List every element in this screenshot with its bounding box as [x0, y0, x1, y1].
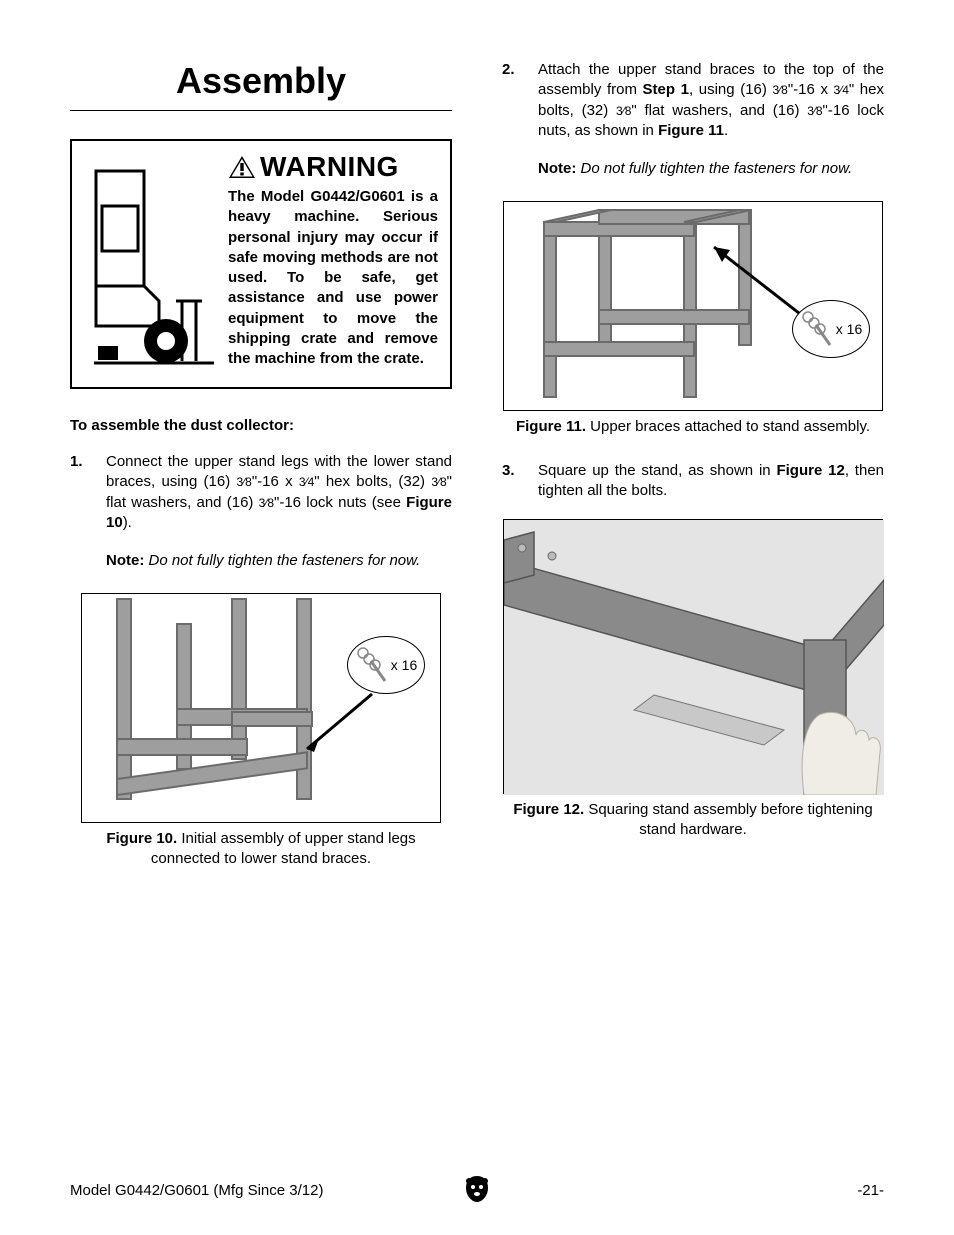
figure-12: Figure 12. Squaring stand assembly befor… [502, 519, 884, 839]
step-3: 3. Square up the stand, as shown in Figu… [502, 461, 884, 502]
figure-12-caption: Figure 12. Squaring stand assembly befor… [502, 800, 884, 839]
step-body: Attach the upper stand braces to the top… [538, 60, 884, 141]
warning-body: The Model G0442/G0601 is a heavy machine… [228, 187, 438, 369]
footer-model: Model G0442/G0601 (Mfg Since 3/12) [70, 1182, 323, 1199]
bolt-callout-10: x 16 [347, 636, 425, 694]
step-2: 2. Attach the upper stand braces to the … [502, 60, 884, 141]
page-footer: Model G0442/G0601 (Mfg Since 3/12) -21- [70, 1182, 884, 1199]
figure-12-image [503, 519, 883, 794]
figure-11-image: x 16 [503, 201, 883, 411]
figure-11-caption: Figure 11. Upper braces attached to stan… [502, 417, 884, 437]
bolt-callout-11: x 16 [792, 300, 870, 358]
forklift-icon [84, 151, 214, 375]
note-1: Note: Do not fully tighten the fasteners… [106, 551, 452, 571]
figure-10: x 16 Figure 10. Initial assembly of uppe… [70, 593, 452, 868]
title-rule [70, 110, 452, 111]
warning-box: WARNING The Model G0442/G0601 is a heavy… [70, 139, 452, 389]
page-title: Assembly [70, 60, 452, 102]
warning-label: WARNING [260, 151, 399, 183]
warning-header: WARNING [228, 151, 438, 183]
figure-10-caption: Figure 10. Initial assembly of upper sta… [70, 829, 452, 868]
footer-page-number: -21- [857, 1182, 884, 1199]
step-body: Connect the upper stand legs with the lo… [106, 452, 452, 533]
figure-10-image: x 16 [81, 593, 441, 823]
footer-logo-icon [463, 1174, 491, 1208]
step-number: 1. [70, 452, 88, 533]
warning-triangle-icon [228, 155, 256, 179]
figure-11: x 16 Figure 11. Upper braces attached to… [502, 201, 884, 437]
step-number: 3. [502, 461, 520, 502]
step-1: 1. Connect the upper stand legs with the… [70, 452, 452, 533]
step-body: Square up the stand, as shown in Figure … [538, 461, 884, 502]
instruction-lead: To assemble the dust collector: [70, 417, 452, 434]
note-2: Note: Do not fully tighten the fasteners… [538, 159, 884, 179]
step-number: 2. [502, 60, 520, 141]
